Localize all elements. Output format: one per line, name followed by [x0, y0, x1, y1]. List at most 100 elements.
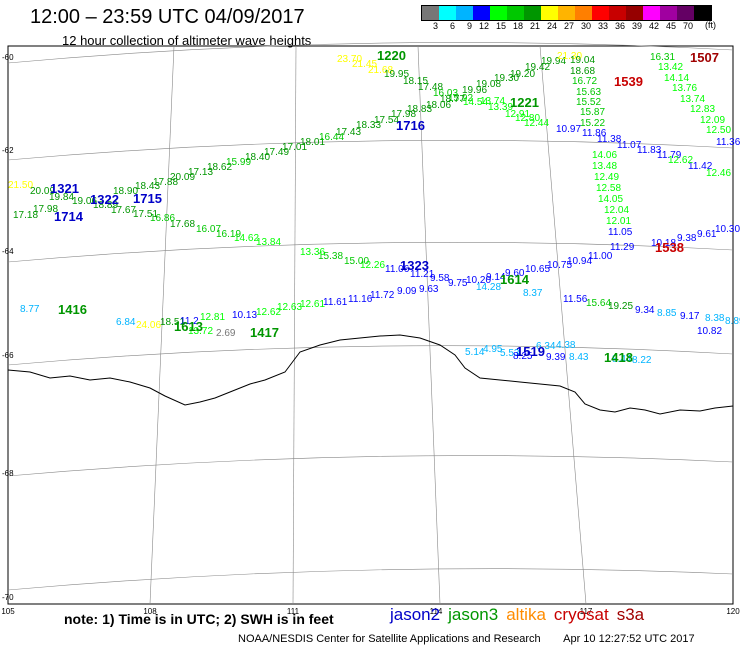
wave-height-label: 14.28 [476, 282, 501, 293]
wave-height-label: 8.43 [569, 352, 589, 363]
pass-time-label: 1418 [604, 350, 633, 365]
note-text: note: 1) Time is in UTC; 2) SWH is in fe… [64, 611, 334, 627]
wave-height-label: 8.37 [523, 288, 543, 299]
wave-height-label: 15.99 [226, 157, 251, 168]
color-scale-tick: 39 [631, 21, 642, 31]
wave-height-label: 13.74 [680, 94, 705, 105]
lon-tick-label: 105 [1, 607, 15, 616]
pass-time-label: 1715 [133, 191, 162, 206]
color-swatch [541, 6, 558, 20]
wave-height-label: 12.26 [360, 260, 385, 271]
color-scale-tick: 9 [466, 21, 472, 31]
lat-tick-label: -68 [2, 469, 14, 478]
wave-height-label: 18.89 [93, 200, 118, 211]
wave-height-label: 14.06 [592, 150, 617, 161]
color-swatch [473, 6, 490, 20]
wave-height-label: 21.45 [352, 59, 377, 70]
wave-height-label: 10.20 [466, 275, 491, 286]
wave-height-label: 19.84 [49, 192, 74, 203]
color-scale-tick: 12 [478, 21, 489, 31]
wave-height-label: 13.84 [256, 237, 281, 248]
wave-height-label: 18.33 [356, 120, 381, 131]
pass-time-labels: 1220 1321 1322 1715 1714 1716 1221 1539 1507 1323… [50, 48, 719, 365]
pass-time-label: 1519 [516, 344, 545, 359]
wave-height-label: 16.31 [650, 52, 675, 63]
wave-height-label: 17.43 [336, 127, 361, 138]
wave-height-label: 16.72 [572, 76, 597, 87]
wave-height-label: 15.87 [580, 107, 605, 118]
graticule-lat-70 [7, 568, 734, 591]
color-swatch [524, 6, 541, 20]
color-swatch [422, 6, 439, 20]
wave-height-label: 18.90 [113, 186, 138, 197]
wave-height-label: 16.03 [433, 88, 458, 99]
wave-height-label: 17.68 [170, 219, 195, 230]
wave-height-label: 19.30 [494, 73, 519, 84]
color-scale-tick: 21 [529, 21, 540, 31]
wave-height-label: 14.05 [598, 194, 623, 205]
graticule-lat-68 [7, 455, 734, 477]
wave-height-label: 10.30 [715, 224, 740, 235]
wave-height-label: 5.14 [465, 347, 485, 358]
pass-time-label: 1220 [377, 48, 406, 63]
color-scale-tick: 30 [580, 21, 591, 31]
legend-item-cryosat: cryosat [553, 605, 609, 624]
wave-height-label: 18.68 [570, 66, 595, 77]
footer-timestamp: Apr 10 12:27:52 UTC 2017 [563, 633, 695, 645]
wave-height-label: 15.63 [576, 87, 601, 98]
wave-height-label: 12.62 [668, 155, 693, 166]
wave-height-label: 10.13 [232, 310, 257, 321]
wave-height-label: 11.72 [370, 290, 395, 301]
color-scale-tick: 24 [546, 21, 557, 31]
wave-height-label: 9.58 [430, 273, 450, 284]
footer-credit: NOAA/NESDIS Center for Satellite Applica… [238, 633, 541, 645]
pass-time-label: 1221 [510, 95, 539, 110]
wave-height-label: 11.36 [716, 137, 740, 148]
wave-height-label: 18.06 [426, 100, 451, 111]
pass-time-label: 1321 [50, 181, 79, 196]
wave-height-label: 9.14 [486, 272, 506, 283]
wave-height-label: 15.52 [576, 97, 601, 108]
wave-height-label: 17.98 [391, 109, 416, 120]
latitude-labels: -60 -62 -64 -66 -68 -70 [2, 53, 14, 602]
color-scale-tick: 15 [495, 21, 506, 31]
wave-height-label: 16.07 [196, 224, 221, 235]
pass-time-label: 1714 [54, 209, 84, 224]
wave-height-label: 18.83 [407, 104, 432, 115]
wave-height-label: 4.38 [556, 340, 576, 351]
wave-height-label: 12.62 [256, 307, 281, 318]
color-scale-tick: 33 [597, 21, 608, 31]
wave-height-label: 18.01 [300, 137, 325, 148]
wave-height-label: 21.68 [368, 65, 393, 76]
color-scale-tick: 27 [563, 21, 574, 31]
graticule-lat-66 [7, 345, 734, 366]
legend-item-altika: altika [506, 605, 546, 624]
color-swatch [507, 6, 524, 20]
wave-height-label: 15.92 [448, 93, 473, 104]
wave-height-label: 9.60 [505, 268, 525, 279]
wave-height-label: 21.50 [8, 180, 33, 191]
wave-height-label: 15.38 [318, 251, 343, 262]
wave-height-label: 12.50 [706, 125, 731, 136]
color-swatch [660, 6, 677, 20]
wave-height-label: 11.2 [180, 316, 199, 327]
pass-time-label: 1539 [614, 74, 643, 89]
wave-height-label: 12.80 [515, 113, 540, 124]
color-swatch [575, 6, 592, 20]
antarctic-coastline [7, 334, 734, 415]
graticule-lon-108 [149, 45, 175, 605]
wave-height-label: 8.44 [612, 354, 632, 365]
lat-tick-label: -66 [2, 351, 14, 360]
wave-height-label: 20.09 [30, 186, 55, 197]
color-swatch [439, 6, 456, 20]
wave-height-values: 23.7021.4521.6819.9518.1517.4816.0315.92… [8, 51, 740, 366]
wave-height-label: 9.39 [546, 352, 566, 363]
wave-height-label: 4.95 [483, 344, 503, 355]
lon-tick-label: 111 [287, 607, 300, 616]
wave-height-label: 19.95 [384, 69, 409, 80]
color-swatch [609, 6, 626, 20]
wave-height-label: 17.88 [153, 177, 178, 188]
pass-time-label: 1613 [174, 319, 203, 334]
wave-height-label: 12.04 [604, 205, 629, 216]
